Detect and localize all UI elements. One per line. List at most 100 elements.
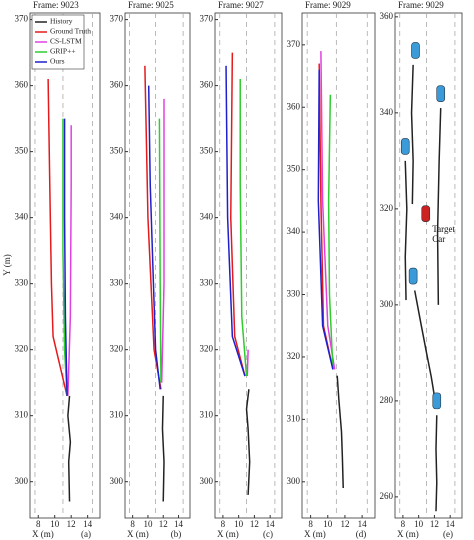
series-line bbox=[147, 85, 161, 390]
series-line bbox=[67, 395, 72, 502]
x-tick-label: 12 bbox=[159, 519, 168, 529]
x-tick-label: 12 bbox=[250, 519, 259, 529]
plot-frame bbox=[301, 12, 376, 519]
y-axis-label: Y (m) bbox=[2, 254, 12, 275]
y-tick-label: 320 bbox=[287, 351, 301, 361]
series-line bbox=[160, 98, 165, 383]
x-tick-label: 8 bbox=[221, 519, 226, 529]
series-line bbox=[63, 118, 68, 396]
panel-label: (a) bbox=[81, 529, 91, 539]
panel-label: (d) bbox=[356, 529, 367, 539]
y-tick-label: 310 bbox=[200, 410, 214, 420]
x-axis-label: X (m) bbox=[217, 529, 239, 539]
x-tick-label: 10 bbox=[143, 519, 153, 529]
x-tick-label: 10 bbox=[414, 519, 424, 529]
legend-label: GRIP++ bbox=[50, 47, 76, 56]
y-tick-label: 310 bbox=[110, 410, 124, 420]
car bbox=[436, 85, 446, 102]
series-line bbox=[161, 395, 165, 502]
y-tick-label: 360 bbox=[15, 80, 29, 90]
y-tick-label: 330 bbox=[15, 278, 29, 288]
y-tick-label: 370 bbox=[110, 14, 124, 24]
y-tick-label: 340 bbox=[287, 226, 301, 236]
series-line bbox=[144, 65, 162, 390]
y-tick-label: 340 bbox=[15, 212, 29, 222]
series-line bbox=[317, 69, 334, 370]
annotation: Target Car bbox=[432, 224, 455, 245]
x-tick-label: 12 bbox=[340, 519, 349, 529]
y-tick-label: 350 bbox=[15, 146, 29, 156]
y-tick-label: 320 bbox=[380, 203, 394, 213]
car bbox=[408, 267, 418, 285]
x-tick-label: 8 bbox=[308, 519, 313, 529]
y-tick-label: 310 bbox=[15, 410, 29, 420]
y-tick-label: 340 bbox=[200, 212, 214, 222]
y-tick-label: 350 bbox=[287, 164, 301, 174]
series-line bbox=[225, 65, 246, 377]
series-line bbox=[239, 79, 248, 377]
y-tick-label: 350 bbox=[110, 146, 124, 156]
y-tick-label: 370 bbox=[200, 14, 214, 24]
series-line bbox=[336, 375, 344, 489]
series-line bbox=[47, 79, 68, 397]
x-tick-label: 10 bbox=[50, 519, 60, 529]
panel-title: Frame: 9029 bbox=[398, 0, 444, 10]
series-line bbox=[413, 290, 436, 397]
series-line bbox=[230, 52, 246, 377]
x-axis-label: X (m) bbox=[304, 529, 326, 539]
panel-label: (e) bbox=[443, 529, 453, 539]
series-line bbox=[245, 389, 251, 495]
y-tick-label: 320 bbox=[15, 344, 29, 354]
x-tick-label: 10 bbox=[323, 519, 333, 529]
x-tick-label: 14 bbox=[266, 519, 276, 529]
y-tick-label: 350 bbox=[200, 146, 214, 156]
x-tick-label: 14 bbox=[174, 519, 184, 529]
car bbox=[400, 138, 410, 155]
y-tick-label: 330 bbox=[110, 278, 124, 288]
y-tick-label: 360 bbox=[110, 80, 124, 90]
series-line bbox=[67, 125, 72, 396]
panel-title: Frame: 9029 bbox=[305, 0, 351, 10]
y-tick-label: 280 bbox=[380, 395, 394, 405]
panel-label: (b) bbox=[171, 529, 182, 539]
legend-label: CS-LSTM bbox=[50, 37, 82, 46]
x-tick-label: 8 bbox=[36, 519, 41, 529]
series-line bbox=[404, 160, 408, 301]
plot-frame bbox=[124, 12, 191, 519]
x-axis-label: X (m) bbox=[397, 529, 419, 539]
x-tick-label: 14 bbox=[358, 519, 368, 529]
legend-label: History bbox=[50, 17, 73, 26]
x-axis-label: X (m) bbox=[127, 529, 149, 539]
series-line bbox=[62, 118, 68, 396]
plot-frame bbox=[29, 12, 101, 519]
y-tick-label: 300 bbox=[287, 476, 301, 486]
x-tick-label: 14 bbox=[83, 519, 93, 529]
series-line bbox=[435, 415, 438, 512]
plot-frame bbox=[214, 12, 283, 519]
x-tick-label: 8 bbox=[130, 519, 135, 529]
y-tick-label: 330 bbox=[287, 289, 301, 299]
y-tick-label: 360 bbox=[200, 80, 214, 90]
y-tick-label: 300 bbox=[15, 476, 29, 486]
x-tick-label: 14 bbox=[446, 519, 456, 529]
series-line bbox=[246, 349, 249, 377]
panel-title: Frame: 9023 bbox=[33, 0, 79, 10]
y-tick-label: 310 bbox=[287, 413, 301, 423]
legend-label: Ground Truth bbox=[50, 27, 91, 36]
y-tick-label: 330 bbox=[200, 278, 214, 288]
series-line bbox=[436, 108, 442, 305]
x-tick-label: 8 bbox=[401, 519, 406, 529]
y-tick-label: 340 bbox=[110, 212, 124, 222]
car bbox=[411, 42, 420, 59]
car bbox=[421, 205, 431, 222]
x-tick-label: 10 bbox=[234, 519, 244, 529]
y-tick-label: 260 bbox=[380, 491, 394, 501]
y-tick-label: 370 bbox=[15, 14, 29, 24]
car bbox=[432, 392, 442, 410]
y-tick-label: 300 bbox=[380, 299, 394, 309]
panel-title: Frame: 9027 bbox=[218, 0, 264, 10]
series-line bbox=[410, 64, 414, 205]
y-tick-label: 300 bbox=[200, 476, 214, 486]
